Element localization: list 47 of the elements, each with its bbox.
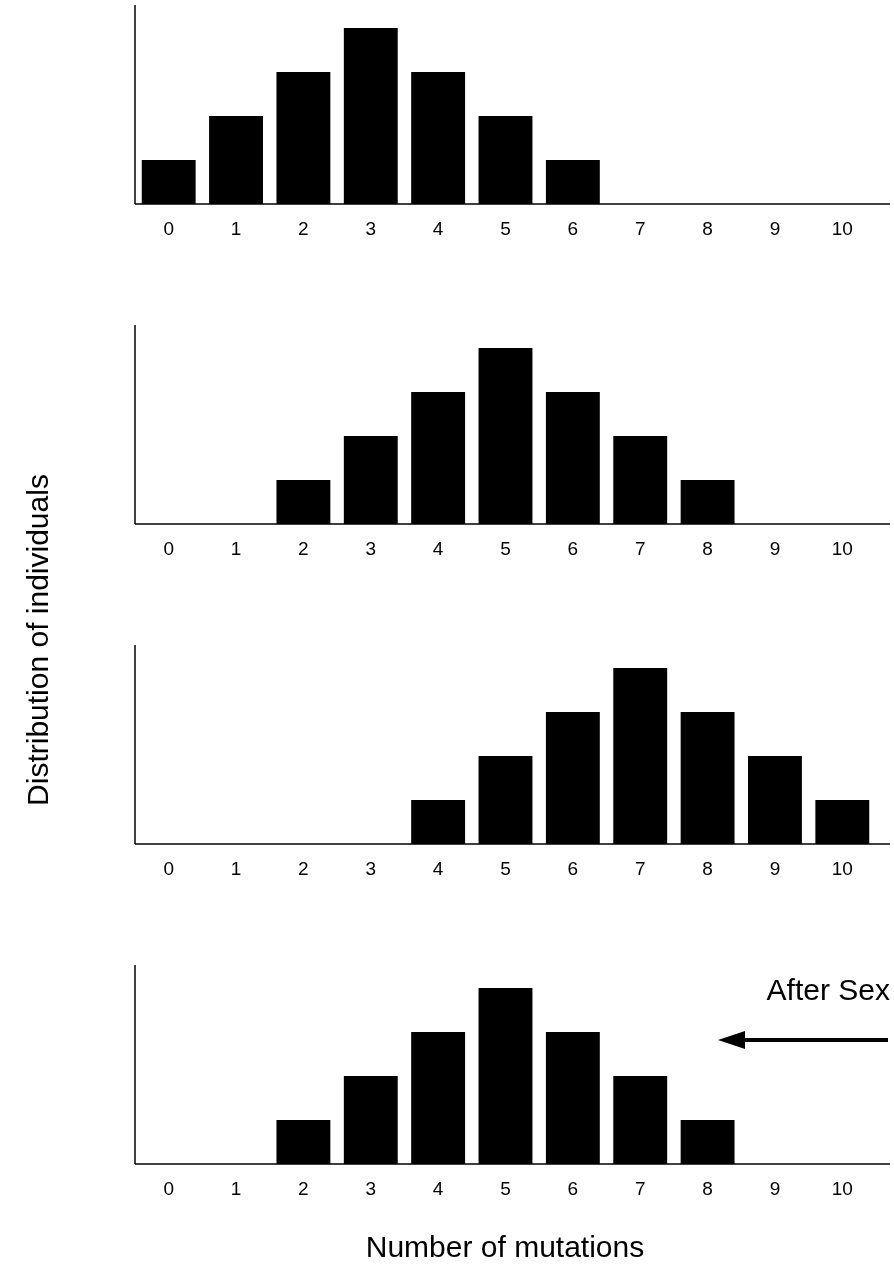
x-tick-label: 6 bbox=[567, 538, 579, 559]
x-tick-label: 0 bbox=[163, 858, 174, 879]
x-tick-label: 4 bbox=[432, 1178, 444, 1199]
x-tick-label: 1 bbox=[230, 218, 242, 239]
x-tick-label: 8 bbox=[702, 218, 713, 239]
x-tick-label: 0 bbox=[163, 218, 174, 239]
x-tick-label: 2 bbox=[298, 218, 309, 239]
x-tick-label: 8 bbox=[702, 538, 713, 559]
x-tick-label: 2 bbox=[298, 538, 309, 559]
x-tick-label: 3 bbox=[365, 538, 377, 559]
x-tick-label: 8 bbox=[702, 858, 713, 879]
y-axis-title: Distribution of individuals bbox=[21, 474, 54, 806]
x-tick-label: 8 bbox=[702, 1178, 713, 1199]
x-tick-label: 10 bbox=[831, 1178, 853, 1199]
x-tick-label: 2 bbox=[298, 1178, 309, 1199]
x-tick-label: 7 bbox=[634, 1178, 646, 1199]
x-tick-label: 1 bbox=[230, 538, 242, 559]
x-tick-label: 5 bbox=[500, 858, 511, 879]
x-tick-label: 4 bbox=[432, 538, 444, 559]
x-tick-label: 2 bbox=[298, 858, 309, 879]
x-axis-title: Number of mutations bbox=[365, 1230, 645, 1263]
x-tick-label: 1 bbox=[230, 858, 242, 879]
x-tick-label: 6 bbox=[567, 858, 579, 879]
x-tick-label: 5 bbox=[500, 218, 511, 239]
x-tick-label: 7 bbox=[634, 858, 646, 879]
x-tick-label: 9 bbox=[769, 538, 781, 559]
x-tick-label: 5 bbox=[500, 538, 511, 559]
x-tick-label: 3 bbox=[365, 1178, 377, 1199]
x-tick-label: 1 bbox=[230, 1178, 242, 1199]
x-tick-label: 7 bbox=[634, 538, 646, 559]
x-tick-label: 3 bbox=[365, 858, 377, 879]
x-tick-label: 7 bbox=[634, 218, 646, 239]
x-tick-label: 10 bbox=[831, 858, 853, 879]
x-tick-label: 10 bbox=[831, 218, 853, 239]
x-tick-label: 0 bbox=[163, 538, 174, 559]
x-tick-label: 9 bbox=[769, 218, 781, 239]
x-tick-label: 6 bbox=[567, 1178, 579, 1199]
x-tick-label: 3 bbox=[365, 218, 377, 239]
x-tick-label: 9 bbox=[769, 1178, 781, 1199]
x-tick-label: 10 bbox=[831, 538, 853, 559]
x-tick-label: 6 bbox=[567, 218, 579, 239]
x-tick-label: 4 bbox=[432, 858, 444, 879]
x-tick-label: 0 bbox=[163, 1178, 174, 1199]
x-tick-label: 4 bbox=[432, 218, 444, 239]
x-tick-label: 5 bbox=[500, 1178, 511, 1199]
annotation: After Sex bbox=[766, 973, 890, 1006]
x-tick-label: 9 bbox=[769, 858, 781, 879]
